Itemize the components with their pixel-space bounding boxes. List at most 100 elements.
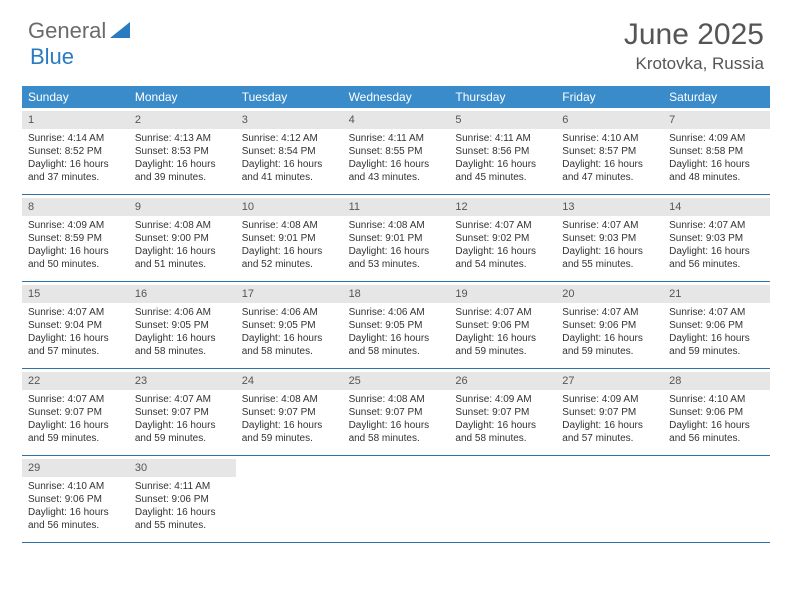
day-number: 9 (129, 198, 236, 216)
daylight-text: Daylight: 16 hours (562, 245, 657, 258)
calendar-cell: 8Sunrise: 4:09 AMSunset: 8:59 PMDaylight… (22, 195, 129, 281)
day-number: 8 (22, 198, 129, 216)
day-number: 29 (22, 459, 129, 477)
weekday-header: Thursday (449, 86, 556, 108)
calendar-cell: 7Sunrise: 4:09 AMSunset: 8:58 PMDaylight… (663, 108, 770, 194)
sunrise-text: Sunrise: 4:06 AM (349, 306, 444, 319)
sunrise-text: Sunrise: 4:11 AM (135, 480, 230, 493)
daylight-text: and 56 minutes. (669, 432, 764, 445)
daylight-text: and 48 minutes. (669, 171, 764, 184)
sunrise-text: Sunrise: 4:08 AM (349, 219, 444, 232)
logo-triangle-icon (110, 20, 130, 43)
sunrise-text: Sunrise: 4:12 AM (242, 132, 337, 145)
day-number: 3 (236, 111, 343, 129)
sunset-text: Sunset: 8:57 PM (562, 145, 657, 158)
sunset-text: Sunset: 8:55 PM (349, 145, 444, 158)
daylight-text: Daylight: 16 hours (562, 158, 657, 171)
daylight-text: and 55 minutes. (135, 519, 230, 532)
calendar-week: 15Sunrise: 4:07 AMSunset: 9:04 PMDayligh… (22, 282, 770, 369)
sunrise-text: Sunrise: 4:07 AM (562, 306, 657, 319)
sunrise-text: Sunrise: 4:06 AM (242, 306, 337, 319)
day-number: 16 (129, 285, 236, 303)
calendar-cell: 11Sunrise: 4:08 AMSunset: 9:01 PMDayligh… (343, 195, 450, 281)
daylight-text: Daylight: 16 hours (242, 332, 337, 345)
calendar-cell: 25Sunrise: 4:08 AMSunset: 9:07 PMDayligh… (343, 369, 450, 455)
calendar-cell: 27Sunrise: 4:09 AMSunset: 9:07 PMDayligh… (556, 369, 663, 455)
sunrise-text: Sunrise: 4:09 AM (562, 393, 657, 406)
sunset-text: Sunset: 8:58 PM (669, 145, 764, 158)
daylight-text: Daylight: 16 hours (135, 506, 230, 519)
daylight-text: and 59 minutes. (28, 432, 123, 445)
weekday-header: Tuesday (236, 86, 343, 108)
calendar-cell: 5Sunrise: 4:11 AMSunset: 8:56 PMDaylight… (449, 108, 556, 194)
sunset-text: Sunset: 9:07 PM (562, 406, 657, 419)
calendar-cell: 17Sunrise: 4:06 AMSunset: 9:05 PMDayligh… (236, 282, 343, 368)
calendar-cell: 21Sunrise: 4:07 AMSunset: 9:06 PMDayligh… (663, 282, 770, 368)
title-block: June 2025 Krotovka, Russia (624, 18, 764, 74)
day-number: 6 (556, 111, 663, 129)
daylight-text: and 53 minutes. (349, 258, 444, 271)
day-number: 2 (129, 111, 236, 129)
daylight-text: Daylight: 16 hours (135, 158, 230, 171)
daylight-text: Daylight: 16 hours (455, 245, 550, 258)
sunrise-text: Sunrise: 4:08 AM (242, 393, 337, 406)
calendar-cell: 30Sunrise: 4:11 AMSunset: 9:06 PMDayligh… (129, 456, 236, 542)
daylight-text: Daylight: 16 hours (28, 506, 123, 519)
calendar-cell: 12Sunrise: 4:07 AMSunset: 9:02 PMDayligh… (449, 195, 556, 281)
sunrise-text: Sunrise: 4:07 AM (455, 306, 550, 319)
calendar-cell: 10Sunrise: 4:08 AMSunset: 9:01 PMDayligh… (236, 195, 343, 281)
sunrise-text: Sunrise: 4:08 AM (242, 219, 337, 232)
daylight-text: and 58 minutes. (349, 432, 444, 445)
sunset-text: Sunset: 9:03 PM (562, 232, 657, 245)
day-number: 23 (129, 372, 236, 390)
day-number: 22 (22, 372, 129, 390)
daylight-text: and 58 minutes. (455, 432, 550, 445)
sunset-text: Sunset: 9:03 PM (669, 232, 764, 245)
calendar-cell: 26Sunrise: 4:09 AMSunset: 9:07 PMDayligh… (449, 369, 556, 455)
daylight-text: and 57 minutes. (28, 345, 123, 358)
sunset-text: Sunset: 9:07 PM (455, 406, 550, 419)
daylight-text: Daylight: 16 hours (242, 419, 337, 432)
calendar-cell: 1Sunrise: 4:14 AMSunset: 8:52 PMDaylight… (22, 108, 129, 194)
month-title: June 2025 (624, 18, 764, 52)
day-number: 28 (663, 372, 770, 390)
sunset-text: Sunset: 9:07 PM (349, 406, 444, 419)
daylight-text: and 52 minutes. (242, 258, 337, 271)
daylight-text: and 56 minutes. (28, 519, 123, 532)
daylight-text: Daylight: 16 hours (669, 245, 764, 258)
calendar-cell (449, 456, 556, 542)
sunset-text: Sunset: 9:05 PM (135, 319, 230, 332)
daylight-text: Daylight: 16 hours (669, 332, 764, 345)
weekday-header: Saturday (663, 86, 770, 108)
sunset-text: Sunset: 9:01 PM (242, 232, 337, 245)
day-number: 1 (22, 111, 129, 129)
day-number: 19 (449, 285, 556, 303)
weeks-container: 1 Sunrise: 4:14 AMSunset: 8:52 PM Daylight… (22, 108, 770, 543)
day-number: 7 (663, 111, 770, 129)
calendar-cell: 2Sunrise: 4:13 AMSunset: 8:53 PMDaylight… (129, 108, 236, 194)
sunrise-text: Sunrise: 4:06 AM (135, 306, 230, 319)
sunrise-text: Sunrise: 4:08 AM (135, 219, 230, 232)
daylight-text: and 50 minutes. (28, 258, 123, 271)
daylight-text: Daylight: 16 hours (28, 245, 123, 258)
calendar-cell: 14Sunrise: 4:07 AMSunset: 9:03 PMDayligh… (663, 195, 770, 281)
day-number: 15 (22, 285, 129, 303)
day-number: 25 (343, 372, 450, 390)
sunrise-text: Sunrise: 4:09 AM (455, 393, 550, 406)
calendar-cell: 15Sunrise: 4:07 AMSunset: 9:04 PMDayligh… (22, 282, 129, 368)
sunrise-text: Sunrise: 4:07 AM (455, 219, 550, 232)
daylight-text: Daylight: 16 hours (455, 419, 550, 432)
weekday-header-row: Sunday Monday Tuesday Wednesday Thursday… (22, 86, 770, 108)
calendar: Sunday Monday Tuesday Wednesday Thursday… (22, 86, 770, 543)
sunset-text: Sunset: 9:01 PM (349, 232, 444, 245)
daylight-text: and 59 minutes. (562, 345, 657, 358)
calendar-cell: 3Sunrise: 4:12 AMSunset: 8:54 PMDaylight… (236, 108, 343, 194)
sunset-text: Sunset: 8:52 PM (28, 145, 123, 158)
daylight-text: Daylight: 16 hours (455, 332, 550, 345)
sunrise-text: Sunrise: 4:07 AM (28, 306, 123, 319)
calendar-cell: 4Sunrise: 4:11 AMSunset: 8:55 PMDaylight… (343, 108, 450, 194)
daylight-text: and 59 minutes. (669, 345, 764, 358)
weekday-header: Sunday (22, 86, 129, 108)
sunrise-text: Sunrise: 4:14 AM (28, 132, 123, 145)
weekday-header: Wednesday (343, 86, 450, 108)
